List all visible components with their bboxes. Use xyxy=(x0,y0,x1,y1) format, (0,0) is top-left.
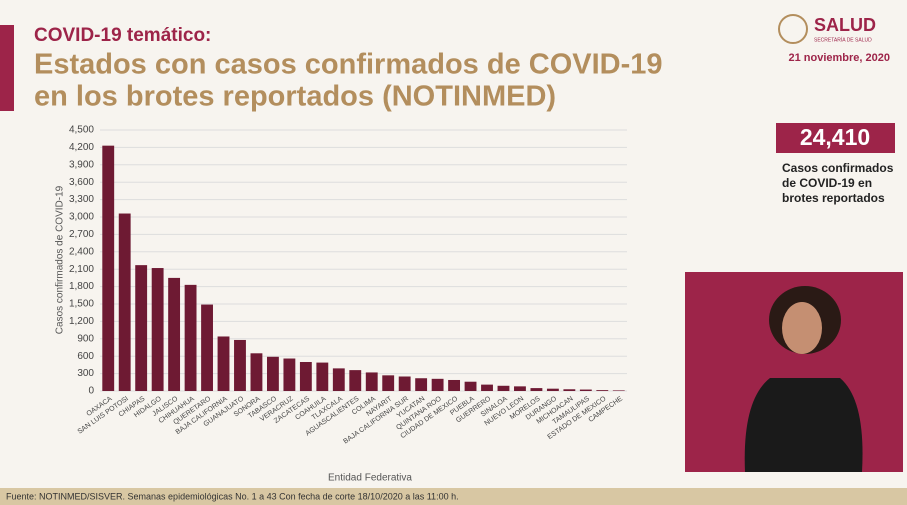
y-tick-label: 300 xyxy=(77,368,94,379)
bar xyxy=(250,353,263,391)
bar xyxy=(579,389,592,391)
x-axis-label: Entidad Federativa xyxy=(328,473,412,484)
bar xyxy=(201,304,213,391)
footer-bar xyxy=(0,488,907,505)
bar xyxy=(481,384,493,391)
accent-bar xyxy=(0,25,14,111)
y-tick-label: 1,800 xyxy=(69,281,94,292)
bar xyxy=(217,336,230,391)
chart-title: en los brotes reportados (NOTINMED) xyxy=(34,81,556,113)
bar xyxy=(283,358,296,391)
kicker: COVID-19 temático: xyxy=(34,25,211,46)
bar xyxy=(448,379,461,391)
logo-seal xyxy=(778,14,808,44)
chart-title: Estados con casos confirmados de COVID-1… xyxy=(34,49,663,81)
bar xyxy=(530,388,543,391)
person-face xyxy=(782,302,822,354)
y-tick-label: 2,100 xyxy=(69,264,94,275)
bar xyxy=(184,284,197,391)
bar xyxy=(299,362,312,391)
bar xyxy=(415,378,428,391)
bar xyxy=(497,385,510,391)
kpi-caption: de COVID-19 en xyxy=(782,176,872,190)
bar xyxy=(151,268,164,391)
kpi-value: 24,410 xyxy=(800,124,870,150)
y-tick-label: 3,300 xyxy=(69,194,94,205)
bar xyxy=(135,265,148,391)
y-tick-label: 4,500 xyxy=(69,125,94,136)
y-tick-label: 900 xyxy=(77,333,94,344)
bar xyxy=(349,370,362,391)
bar xyxy=(266,356,279,391)
y-tick-label: 4,200 xyxy=(69,142,94,153)
bar xyxy=(464,381,477,391)
person-body xyxy=(744,378,863,472)
interpreter-video xyxy=(685,272,903,472)
bar xyxy=(514,386,526,391)
kpi-box xyxy=(776,123,895,153)
y-tick-label: 600 xyxy=(77,351,94,362)
footer: Fuente: NOTINMED/SISVER. Semanas epidemi… xyxy=(6,491,459,501)
kpi-caption: Casos confirmados xyxy=(782,161,894,175)
kpi-caption: brotes reportados xyxy=(782,191,885,205)
bar xyxy=(431,378,444,391)
bar xyxy=(398,376,411,391)
bar xyxy=(365,372,378,391)
y-tick-label: 3,900 xyxy=(69,159,94,170)
bar xyxy=(316,362,329,391)
date: 21 noviembre, 2020 xyxy=(788,52,890,64)
y-tick-label: 3,000 xyxy=(69,212,94,223)
bar xyxy=(168,277,181,391)
bar xyxy=(332,368,345,391)
logo: SALUD xyxy=(814,15,876,35)
y-tick-label: 3,600 xyxy=(69,177,94,188)
bar xyxy=(102,145,115,391)
y-tick-label: 0 xyxy=(88,386,94,397)
y-tick-label: 2,700 xyxy=(69,229,94,240)
bar xyxy=(612,390,625,391)
bar xyxy=(596,390,609,391)
bar xyxy=(563,389,576,391)
y-tick-label: 1,200 xyxy=(69,316,94,327)
bar xyxy=(546,388,559,391)
y-axis-label: Casos confirmados de COVID-19 xyxy=(55,185,66,334)
bar xyxy=(234,339,246,391)
bar xyxy=(382,375,395,391)
bar xyxy=(118,213,131,391)
y-tick-label: 2,400 xyxy=(69,246,94,257)
logo-sub: SECRETARÍA DE SALUD xyxy=(814,36,872,43)
y-tick-label: 1,500 xyxy=(69,299,94,310)
